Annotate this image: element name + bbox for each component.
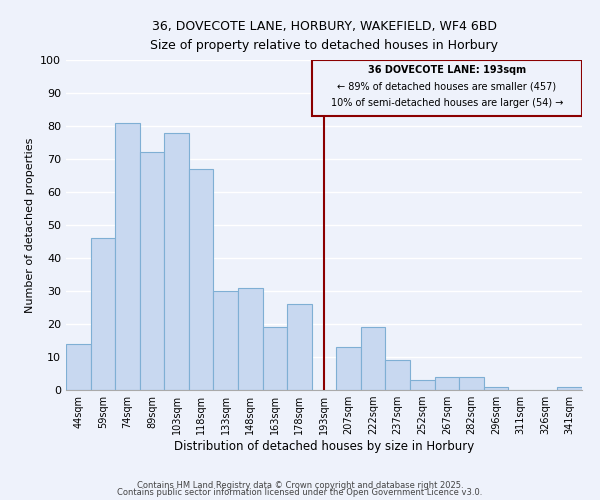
Bar	[140, 152, 164, 390]
Bar	[66, 344, 91, 390]
Bar	[115, 122, 140, 390]
Bar	[434, 377, 459, 390]
Bar	[557, 386, 582, 390]
Text: Contains HM Land Registry data © Crown copyright and database right 2025.: Contains HM Land Registry data © Crown c…	[137, 480, 463, 490]
Y-axis label: Number of detached properties: Number of detached properties	[25, 138, 35, 312]
FancyBboxPatch shape	[312, 60, 582, 116]
X-axis label: Distribution of detached houses by size in Horbury: Distribution of detached houses by size …	[174, 440, 474, 453]
Text: 36 DOVECOTE LANE: 193sqm: 36 DOVECOTE LANE: 193sqm	[368, 65, 526, 75]
Title: 36, DOVECOTE LANE, HORBURY, WAKEFIELD, WF4 6BD
Size of property relative to deta: 36, DOVECOTE LANE, HORBURY, WAKEFIELD, W…	[150, 20, 498, 52]
Bar	[287, 304, 312, 390]
Text: 10% of semi-detached houses are larger (54) →: 10% of semi-detached houses are larger (…	[331, 98, 563, 108]
Bar	[189, 169, 214, 390]
Bar	[361, 328, 385, 390]
Text: ← 89% of detached houses are smaller (457): ← 89% of detached houses are smaller (45…	[337, 82, 556, 92]
Bar	[459, 377, 484, 390]
Bar	[385, 360, 410, 390]
Bar	[263, 328, 287, 390]
Bar	[410, 380, 434, 390]
Bar	[484, 386, 508, 390]
Bar	[238, 288, 263, 390]
Bar	[336, 347, 361, 390]
Bar	[164, 132, 189, 390]
Bar	[91, 238, 115, 390]
Bar	[214, 291, 238, 390]
Text: Contains public sector information licensed under the Open Government Licence v3: Contains public sector information licen…	[118, 488, 482, 497]
